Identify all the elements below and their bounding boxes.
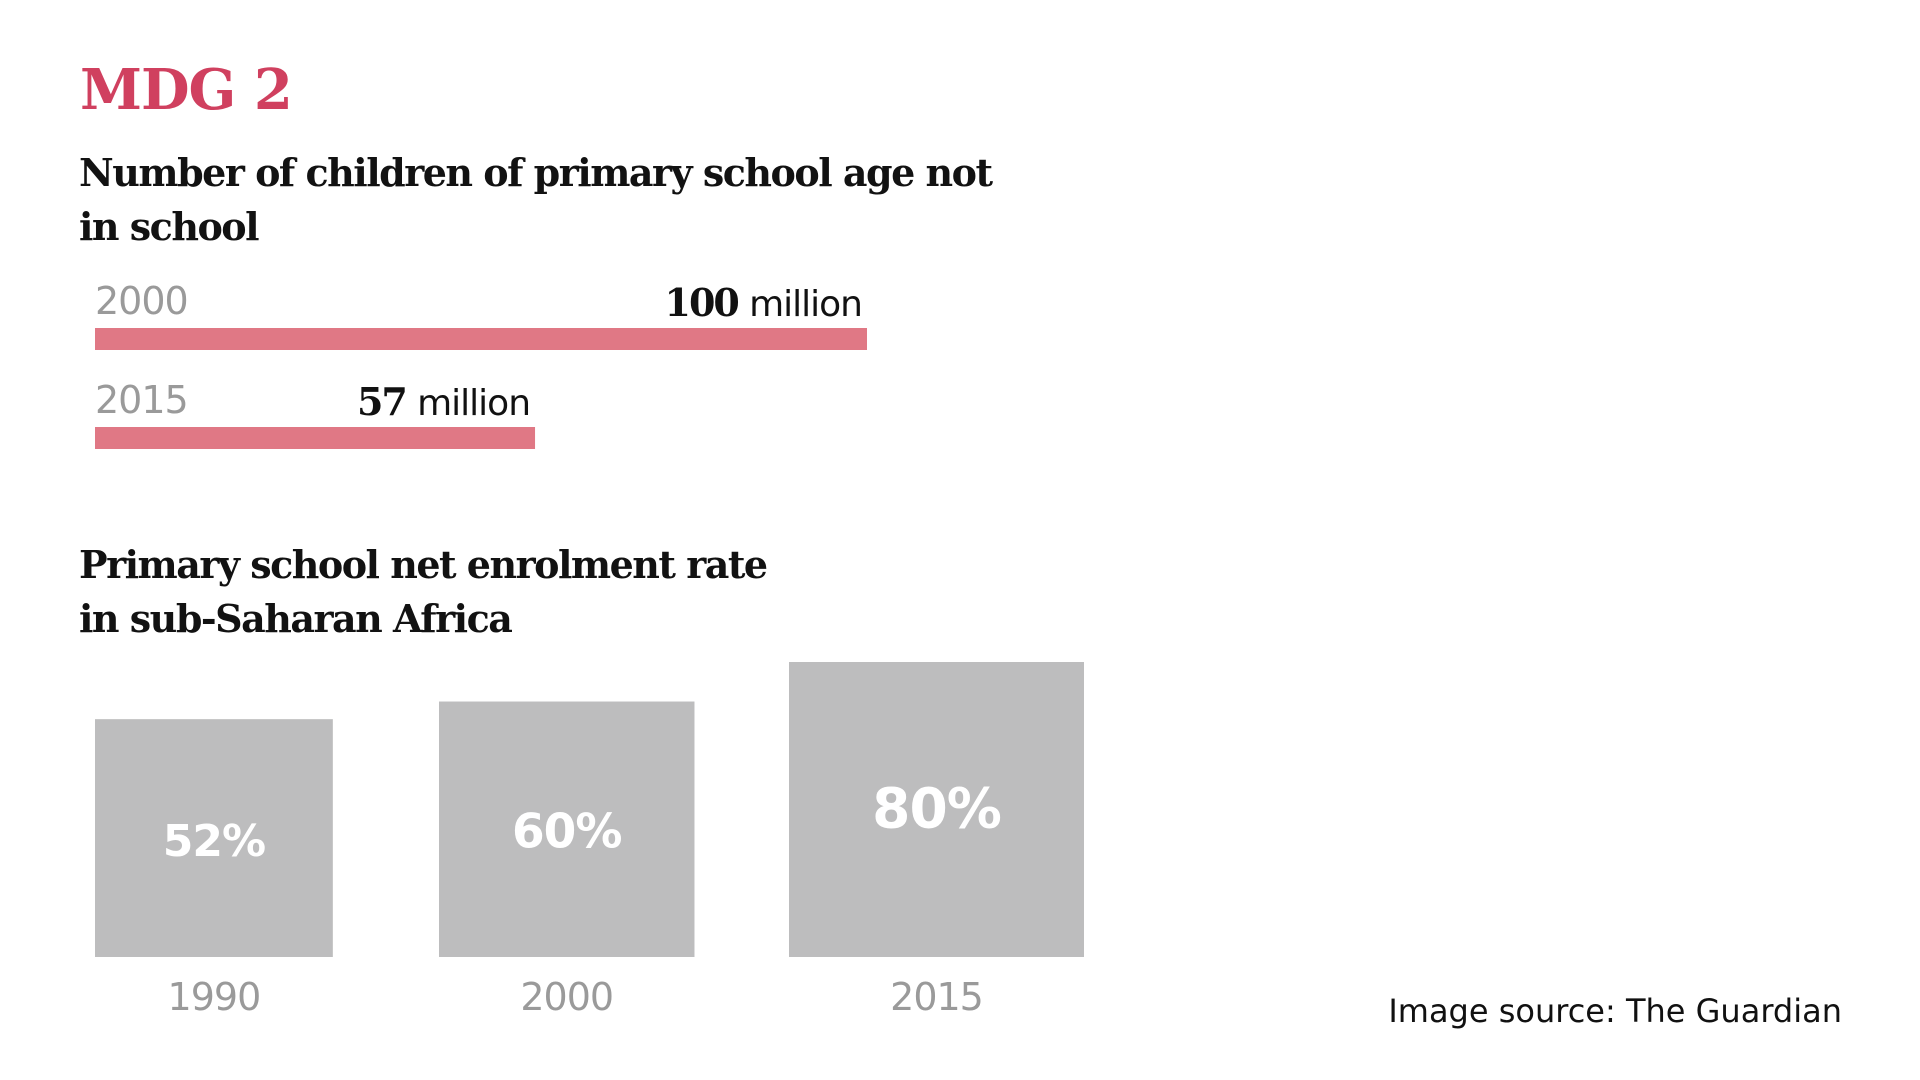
- box-value-label: 60%: [512, 804, 622, 859]
- box-year-label: 2000: [520, 975, 613, 1019]
- box-2000: [439, 701, 695, 957]
- image-source-credit: Image source: The Guardian: [1388, 992, 1842, 1030]
- box-year-label: 2015: [890, 975, 983, 1019]
- bar-year-label: 2015: [95, 378, 188, 422]
- headline: MDG 2: [80, 57, 293, 123]
- box-year-label: 1990: [168, 975, 261, 1019]
- box-1990: [95, 719, 333, 957]
- chart1-title-line-1: Number of children of primary school age…: [79, 150, 993, 195]
- box-value-label: 80%: [872, 777, 1001, 841]
- chart1-title-line-2: in school: [79, 204, 260, 249]
- box-2015: [789, 662, 1084, 957]
- chart2-title: Primary school net enrolment rate in sub…: [79, 538, 768, 646]
- bar-value-unit: million: [749, 284, 862, 325]
- bar-2000: [95, 328, 867, 350]
- bar-value-number: 57: [357, 379, 417, 424]
- box-value-label: 52%: [163, 816, 265, 867]
- bar-value-number: 100: [665, 280, 750, 325]
- chart2-title-line-1: Primary school net enrolment rate: [79, 542, 768, 587]
- bar-year-label: 2000: [95, 279, 188, 323]
- chart2-enrolment-rate: 52% 1990 60% 2000 80% 2015: [95, 662, 1084, 1019]
- chart1-title: Number of children of primary school age…: [79, 146, 993, 254]
- bar-2015: [95, 427, 536, 449]
- bar-value-unit: million: [417, 383, 530, 424]
- chart2-title-line-2: in sub-Saharan Africa: [79, 596, 513, 641]
- bar-value-label: 100 million: [665, 280, 862, 325]
- chart1-out-of-school: 2000 100 million 2015 57 million: [95, 279, 867, 449]
- bar-value-label: 57 million: [357, 379, 530, 424]
